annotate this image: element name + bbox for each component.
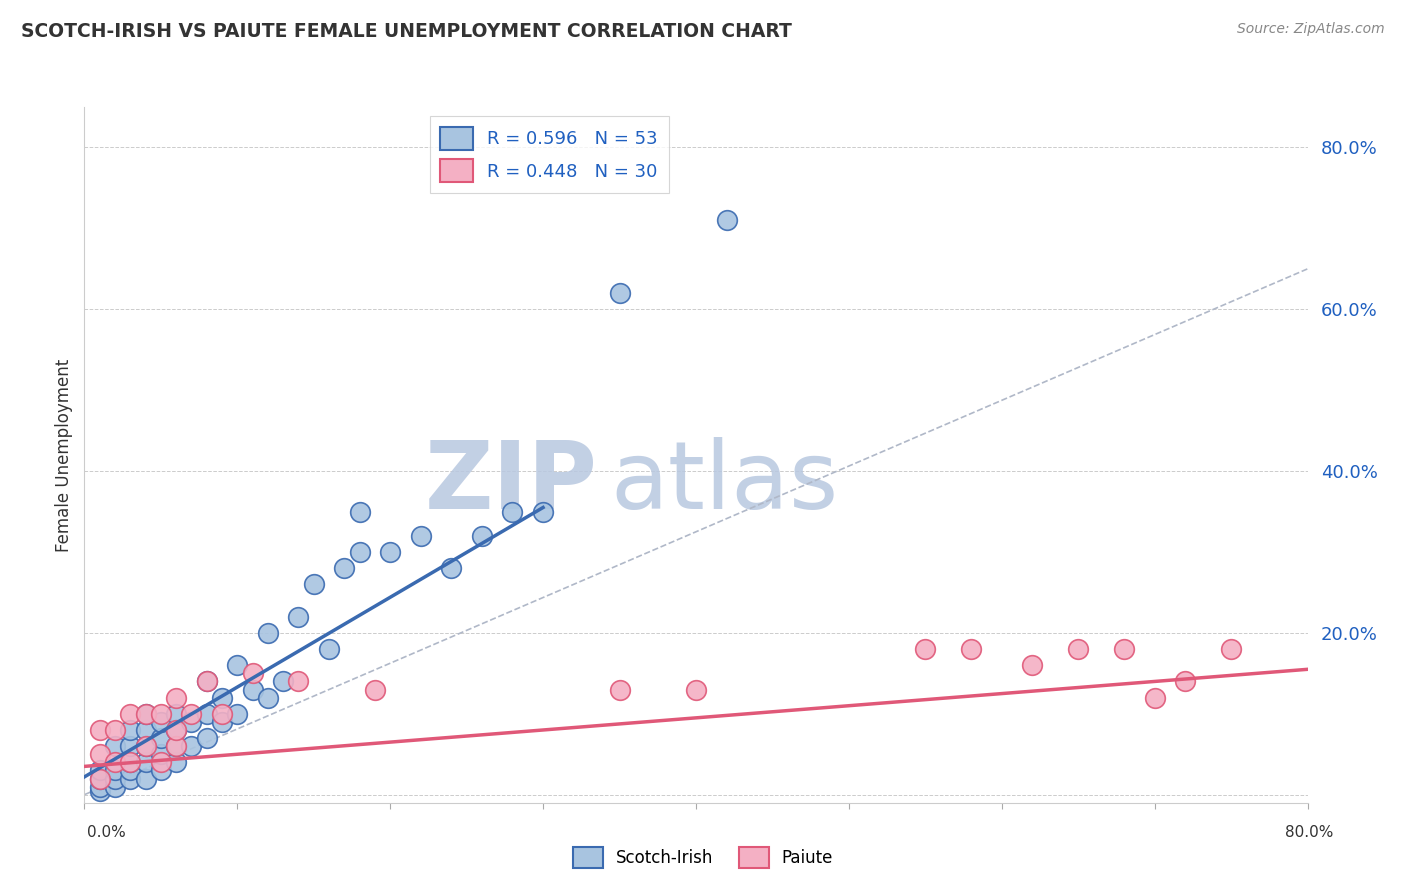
Point (1220, 642, 1243, 657)
Text: ZIP: ZIP (425, 437, 598, 529)
Point (287, 674, 309, 689)
Point (120, 739, 142, 754)
Point (609, 682, 631, 697)
Point (226, 706, 249, 721)
Point (135, 706, 157, 721)
Point (211, 714, 233, 729)
Point (440, 561, 463, 575)
Point (180, 714, 202, 729)
Point (1174, 674, 1197, 689)
Text: Source: ZipAtlas.com: Source: ZipAtlas.com (1237, 22, 1385, 37)
Point (120, 764, 142, 778)
Text: atlas: atlas (610, 437, 838, 529)
Text: SCOTCH-IRISH VS PAIUTE FEMALE UNEMPLOYMENT CORRELATION CHART: SCOTCH-IRISH VS PAIUTE FEMALE UNEMPLOYME… (21, 22, 792, 41)
Point (531, 504, 554, 518)
Point (104, 772, 127, 786)
Point (195, 674, 218, 689)
Point (211, 690, 233, 705)
Point (471, 529, 494, 543)
Point (135, 739, 157, 754)
Point (318, 642, 340, 657)
Legend: Scotch-Irish, Paiute: Scotch-Irish, Paiute (567, 840, 839, 875)
Point (165, 756, 187, 770)
Point (180, 706, 202, 721)
Point (333, 561, 356, 575)
Point (409, 529, 432, 543)
Point (195, 706, 218, 721)
Point (89, 723, 111, 737)
Point (149, 764, 172, 778)
Point (302, 577, 325, 591)
Point (1143, 690, 1166, 705)
Point (609, 286, 631, 301)
Point (149, 706, 172, 721)
Point (89, 783, 111, 797)
Point (135, 772, 157, 786)
Point (195, 731, 218, 745)
Point (104, 756, 127, 770)
Point (165, 739, 187, 754)
Point (165, 723, 187, 737)
Point (349, 545, 371, 559)
Point (120, 706, 142, 721)
Point (165, 690, 187, 705)
Point (149, 714, 172, 729)
Point (149, 731, 172, 745)
Point (135, 756, 157, 770)
Point (242, 666, 264, 681)
Y-axis label: Female Unemployment: Female Unemployment (55, 359, 73, 551)
Point (271, 674, 294, 689)
Point (135, 739, 157, 754)
Point (257, 690, 280, 705)
Text: 0.0%: 0.0% (87, 825, 127, 840)
Point (149, 747, 172, 762)
Point (165, 723, 187, 737)
Point (89, 780, 111, 794)
Point (104, 764, 127, 778)
Point (89, 764, 111, 778)
Text: 80.0%: 80.0% (1285, 825, 1333, 840)
Point (1114, 642, 1136, 657)
Point (380, 545, 402, 559)
Point (914, 642, 936, 657)
Point (716, 213, 738, 227)
Point (195, 674, 218, 689)
Point (89, 772, 111, 786)
Point (349, 504, 371, 518)
Point (135, 723, 157, 737)
Point (1021, 658, 1043, 673)
Point (89, 747, 111, 762)
Point (104, 723, 127, 737)
Point (502, 504, 524, 518)
Point (165, 739, 187, 754)
Point (120, 723, 142, 737)
Point (287, 609, 309, 624)
Point (211, 706, 233, 721)
Point (364, 682, 387, 697)
Point (89, 772, 111, 786)
Point (242, 682, 264, 697)
Point (257, 626, 280, 640)
Point (149, 756, 172, 770)
Point (120, 756, 142, 770)
Point (226, 658, 249, 673)
Point (685, 682, 707, 697)
Legend: R = 0.596   N = 53, R = 0.448   N = 30: R = 0.596 N = 53, R = 0.448 N = 30 (430, 116, 669, 194)
Point (135, 706, 157, 721)
Point (960, 642, 983, 657)
Point (104, 739, 127, 754)
Point (120, 756, 142, 770)
Point (180, 739, 202, 754)
Point (165, 706, 187, 721)
Point (104, 780, 127, 794)
Point (120, 772, 142, 786)
Point (1067, 642, 1090, 657)
